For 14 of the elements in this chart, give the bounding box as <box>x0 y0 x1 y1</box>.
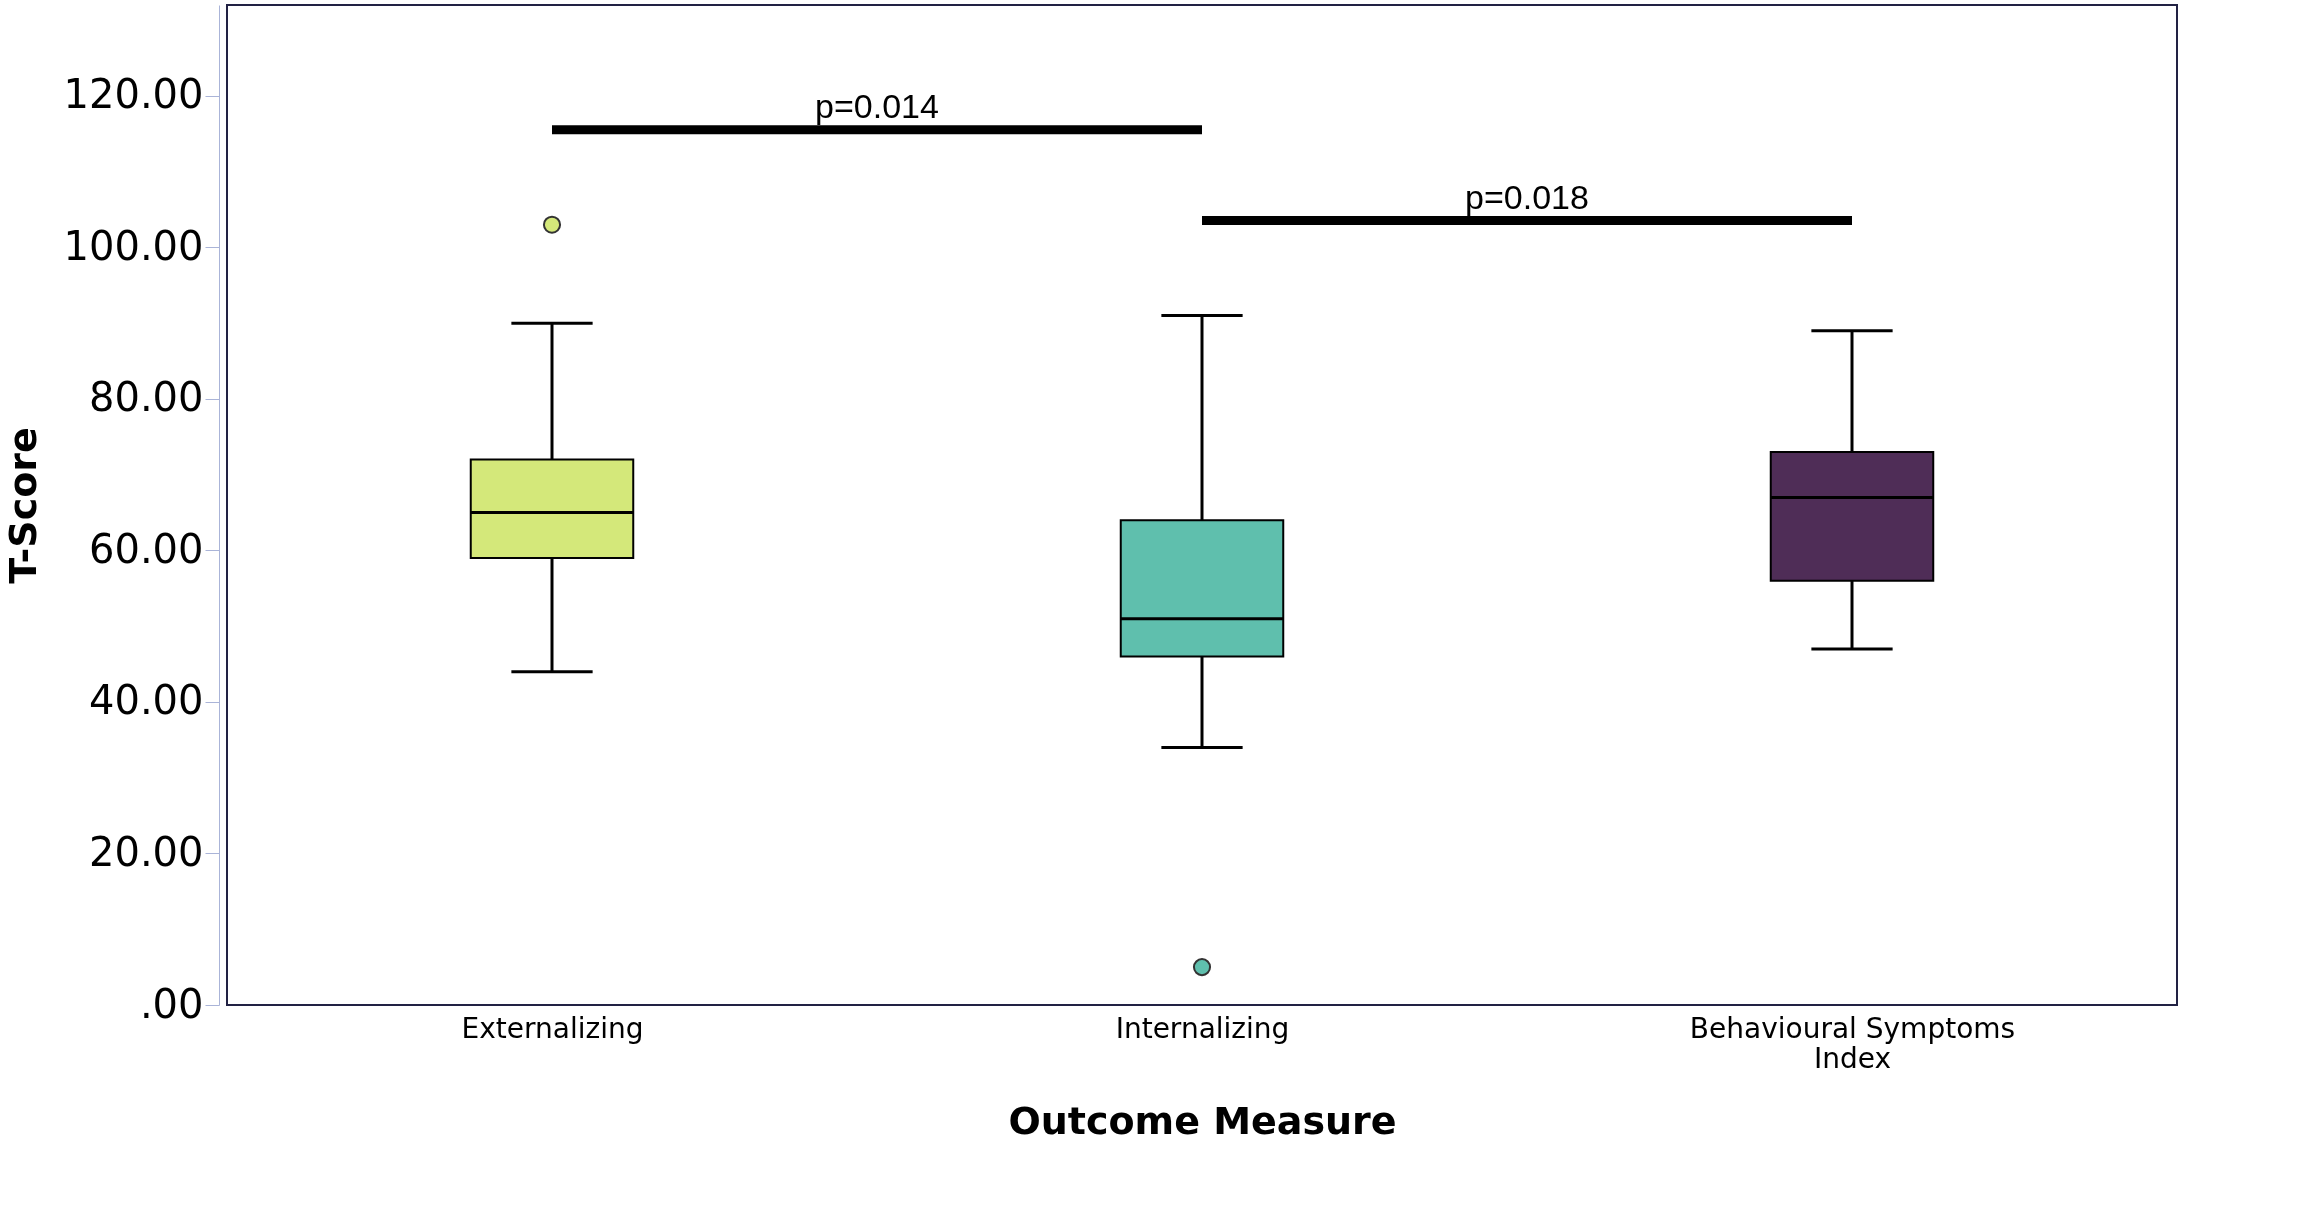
annotation: p=0.018 <box>1465 177 1589 216</box>
y-tick-label: 60.00 <box>88 525 204 572</box>
x-tick-label: Externalizing <box>461 1011 644 1045</box>
x-axis-title: Outcome Measure <box>1008 1098 1397 1143</box>
y-axis-title: T-Score <box>0 427 45 584</box>
y-tick-label: 120.00 <box>63 71 204 118</box>
y-tick-label: 80.00 <box>88 374 204 421</box>
annotation: p=0.014 <box>815 86 939 125</box>
y-tick-label: 100.00 <box>63 222 204 269</box>
y-tick-label: 40.00 <box>88 677 204 724</box>
x-tick-label: Internalizing <box>1115 1011 1290 1045</box>
y-tick-label: .00 <box>139 980 204 1027</box>
y-tick-label: 20.00 <box>88 828 204 875</box>
x-tick-label: Behavioural Symptoms Index <box>1689 1011 2016 1075</box>
